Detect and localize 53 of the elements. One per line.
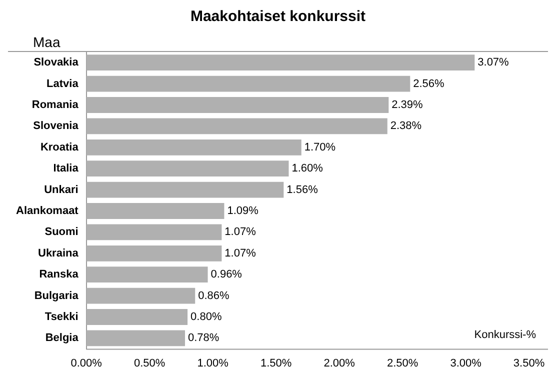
bar: [86, 182, 284, 198]
x-tick-label: 0.50%: [134, 357, 166, 370]
y-tick-label: Belgia: [45, 332, 80, 344]
y-tick-label: Latvia: [46, 78, 80, 90]
bar: [86, 97, 389, 113]
data-label: 1.09%: [227, 205, 259, 218]
y-tick-label: Kroatia: [40, 141, 80, 154]
bar: [86, 160, 289, 177]
data-label: 0.86%: [198, 290, 230, 302]
data-label: 2.56%: [413, 78, 445, 90]
data-label: 0.80%: [190, 311, 222, 324]
bar: [86, 330, 186, 346]
x-tick-label: 0.00%: [70, 357, 102, 370]
bar: [86, 54, 475, 71]
data-label: 0.78%: [188, 332, 220, 344]
data-label: 1.07%: [224, 247, 256, 260]
data-label: 1.56%: [286, 184, 318, 196]
y-tick-label: Unkari: [44, 184, 78, 196]
y-tick-label: Italia: [53, 162, 80, 175]
data-label: 0.96%: [210, 268, 242, 281]
data-label: 2.39%: [392, 99, 424, 112]
y-tick-label: Ranska: [39, 268, 80, 281]
data-label: 2.38%: [390, 120, 422, 132]
data-label: 1.60%: [292, 162, 324, 175]
x-tick-label: 1.00%: [197, 357, 229, 370]
y-tick-label: Bulgaria: [34, 290, 80, 302]
x-tick-label: 2.50%: [386, 357, 418, 370]
data-label: 1.70%: [304, 141, 336, 154]
bar: [86, 288, 196, 304]
data-label: 3.07%: [478, 56, 510, 69]
x-axis-title: Konkurssi-%: [474, 328, 536, 341]
bar: [86, 203, 224, 219]
x-tick-label: 3.00%: [450, 357, 482, 370]
y-tick-label: Tsekki: [44, 311, 78, 324]
y-tick-label: Slovakia: [34, 56, 80, 69]
bar: [86, 224, 222, 240]
bar: [86, 266, 208, 283]
y-tick-label: Alankomaat: [16, 205, 79, 218]
bar: [86, 76, 410, 92]
bar: [86, 139, 302, 156]
y-tick-label: Slovenia: [33, 120, 80, 132]
x-tick-label: 2.00%: [324, 357, 356, 370]
bar: [86, 245, 222, 262]
x-tick-label: 3.50%: [513, 357, 545, 370]
bar: [86, 309, 188, 325]
bar: [86, 118, 388, 134]
data-label: 1.07%: [224, 226, 256, 238]
y-tick-label: Ukraina: [38, 247, 80, 260]
x-tick-label: 1.50%: [260, 357, 292, 370]
y-tick-label: Romania: [32, 99, 80, 112]
y-axis-title: Maa: [33, 34, 60, 50]
chart-title: Maakohtaiset konkurssit: [190, 8, 366, 26]
y-tick-label: Suomi: [44, 226, 78, 238]
